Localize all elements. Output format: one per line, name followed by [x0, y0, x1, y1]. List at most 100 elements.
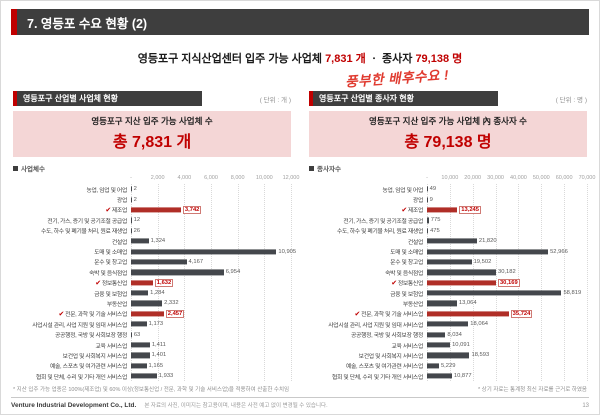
- chart-row: 운수 및 창고업 4,167: [13, 257, 291, 267]
- bar-track: 5,229: [427, 361, 587, 371]
- axis-tick: -: [130, 175, 132, 181]
- category-label: 건설업: [309, 237, 427, 246]
- bar-track: 775: [427, 215, 587, 225]
- subtitle: 영등포구 지식산업센터 입주 가능 사업체 7,831 개 ㆍ 종사자 79,1…: [1, 50, 599, 66]
- legend: 종사자수: [309, 163, 587, 173]
- bar: [131, 238, 149, 244]
- chart-row: 금융 및 보험업 58,819: [309, 288, 587, 298]
- category-text: 정보통신업: [101, 281, 127, 288]
- panel-header: 영등포구 산업별 사업체 현황 ( 단위 : 개 ): [13, 91, 291, 106]
- value-label: 21,820: [478, 238, 497, 245]
- category-text: 전문, 과학 및 기술 서비스업: [65, 312, 127, 319]
- value-label: 19,502: [473, 258, 492, 265]
- axis-tick: 6,000: [204, 175, 218, 181]
- panel-header-bar: 영등포구 산업별 종사자 현황: [309, 91, 499, 106]
- chart-rows: 농업, 임업 및 어업 49 광업 9 ✔제조업 13,245 전기, 가스, 증기 및 공…: [309, 184, 588, 382]
- bar: [131, 332, 132, 338]
- chart-row: ✔전문, 과학 및 기술 서비스업 2,457: [13, 309, 291, 319]
- bar-chart-businesses: - 2,000 4,000 6,000 8,000 10,000 12,000 농업, 임업 …: [13, 175, 299, 382]
- bar: [427, 321, 469, 327]
- axis-tick: 60,000: [555, 175, 573, 181]
- panel-title: 영등포구 산업별 종사자 현황: [319, 94, 414, 103]
- worker-count: 79,138 명: [415, 53, 463, 65]
- value-label: 3,742: [182, 205, 202, 214]
- bar-track: 2: [131, 184, 291, 194]
- category-text: 금융 및 보험업: [94, 291, 127, 298]
- chart-axis: - 2,000 4,000 6,000 8,000 10,000 12,000: [130, 175, 299, 184]
- page-number: 13: [582, 403, 589, 409]
- category-label: 금융 및 보험업: [309, 289, 427, 298]
- category-text: 숙박 및 음식점업: [385, 270, 423, 277]
- category-label: 도매 및 소매업: [13, 247, 131, 256]
- subtitle-text-2: ㆍ 종사자: [368, 53, 413, 65]
- bar-track: 30,169: [427, 278, 587, 288]
- value-label: 8,034: [447, 331, 462, 338]
- gridline: [495, 184, 497, 382]
- check-icon: ✔: [401, 207, 407, 215]
- bar-track: 1,632: [131, 278, 291, 288]
- bar-track: 1,165: [131, 361, 291, 371]
- category-label: 숙박 및 음식점업: [309, 268, 427, 277]
- value-label: 9: [429, 196, 433, 203]
- chart-row: 교육 서비스업 10,091: [309, 340, 587, 350]
- bar-track: 1,173: [131, 319, 291, 329]
- chart-row: 숙박 및 음식점업 6,954: [13, 267, 291, 277]
- value-label: 2,457: [165, 309, 185, 318]
- value-label: 1,324: [150, 238, 166, 245]
- category-label: ✔제조업: [309, 205, 427, 214]
- gridline: [184, 184, 186, 382]
- bar: [131, 363, 147, 369]
- header-accent: [309, 91, 313, 106]
- title-accent-bar: [11, 9, 17, 35]
- category-label: ✔전문, 과학 및 기술 서비스업: [309, 309, 427, 318]
- value-label: 10,091: [452, 342, 470, 349]
- value-label: 1,632: [154, 278, 174, 287]
- category-text: 교육 서비스업: [95, 343, 127, 350]
- bar-track: 13,064: [427, 298, 587, 308]
- legend-label: 종사자수: [317, 166, 341, 173]
- value-label: 26: [133, 227, 141, 234]
- category-label: 부동산업: [309, 299, 427, 308]
- bar-track: 52,966: [427, 246, 587, 256]
- value-label: 775: [430, 217, 441, 224]
- legend-swatch-icon: [309, 165, 314, 171]
- bar: [131, 342, 150, 348]
- bar-track: 2,457: [131, 309, 291, 319]
- value-label: 58,819: [563, 290, 582, 297]
- category-text: 도매 및 소매업: [94, 250, 127, 257]
- chart-row: 사업시설 관리, 사업 지원 및 임대 서비스업 1,173: [13, 319, 291, 329]
- page-title: 7. 영등포 수요 현황 (2): [27, 16, 148, 31]
- summary-title: 영등포구 지산 입주 가능 사업체 內 종사자 수: [369, 116, 527, 126]
- gridline: [564, 184, 566, 382]
- category-label: ✔정보통신업: [13, 278, 131, 287]
- value-label: 1,165: [148, 362, 164, 369]
- category-label: 부동산업: [13, 299, 131, 308]
- bar-track: 30,182: [427, 267, 587, 277]
- category-label: 숙박 및 음식점업: [13, 268, 131, 277]
- bar: [131, 373, 157, 379]
- category-label: 사업시설 관리, 사업 지원 및 임대 서비스업: [13, 320, 131, 329]
- handwritten-annotation: 풍부한 배후수요 !: [344, 67, 450, 90]
- footer-disclaimer: 본 자료의 사진, 이미지는 참고용이며, 내용은 사전 예고 없이 변경될 수…: [144, 403, 328, 409]
- category-text: 예술, 스포츠 및 여가관련 서비스업: [49, 364, 127, 371]
- chart-row: 광업 9: [309, 194, 587, 205]
- bar-track: 1,284: [131, 288, 291, 298]
- category-label: 보건업 및 사회복지 서비스업: [309, 351, 427, 360]
- value-label: 35,724: [510, 309, 533, 318]
- bar-track: 1,324: [131, 236, 291, 246]
- bar: [427, 300, 457, 307]
- chart-row: 농업, 임업 및 어업 49: [309, 184, 587, 194]
- category-text: 운수 및 창고업: [390, 260, 423, 267]
- value-label: 12: [133, 217, 141, 224]
- axis-tick: 8,000: [230, 175, 245, 181]
- header-accent: [13, 91, 17, 106]
- category-text: 건설업: [111, 239, 127, 246]
- bar-track: 9: [427, 194, 587, 204]
- footer: Venture Industrial Development Co., Ltd.…: [11, 397, 589, 409]
- bar-track: 13,245: [427, 205, 587, 215]
- chart-axis: - 10,000 20,000 30,000 40,000 50,000 60,000 70,…: [426, 175, 595, 184]
- check-icon: ✔: [354, 311, 361, 319]
- category-label: 협회 및 단체, 수리 및 기타 개인 서비스업: [13, 372, 131, 381]
- bar: [427, 311, 509, 317]
- bar: [131, 196, 132, 203]
